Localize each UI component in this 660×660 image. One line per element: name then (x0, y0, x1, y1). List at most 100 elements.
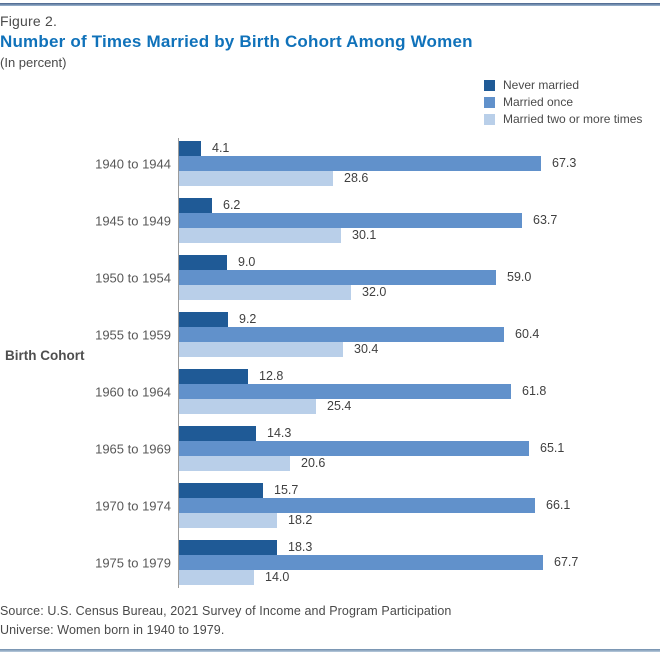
bar-value-label: 32.0 (362, 285, 387, 299)
bar-married-two-or-more-times (179, 456, 290, 471)
bar-married-once (179, 156, 541, 171)
bar-value-label: 67.3 (552, 156, 577, 170)
legend-label: Married once (503, 95, 574, 109)
bar-value-label: 9.0 (238, 255, 256, 269)
bar-groups: 1940 to 1944 4.1 67.3 28.6 1945 to 1949 6.2 63… (95, 141, 578, 597)
bar-row: 20.6 (179, 456, 578, 471)
bar-never-married (179, 255, 227, 270)
bar-married-two-or-more-times (179, 285, 351, 300)
bar-group: 1975 to 1979 18.3 67.7 14.0 (95, 540, 578, 585)
bar-value-label: 65.1 (540, 441, 565, 455)
bar-married-once (179, 270, 496, 285)
bar-group: 1965 to 1969 14.3 65.1 20.6 (95, 426, 578, 471)
bar-married-once (179, 555, 543, 570)
category-label: 1965 to 1969 (95, 441, 171, 456)
bar-never-married (179, 141, 201, 156)
bar-value-label: 30.4 (354, 342, 379, 356)
bar-never-married (179, 426, 256, 441)
bar-group: 1960 to 1964 12.8 61.8 25.4 (95, 369, 578, 414)
category-label: 1950 to 1954 (95, 270, 171, 285)
bar-row: 9.0 (179, 255, 578, 270)
figure-footer: Source: U.S. Census Bureau, 2021 Survey … (0, 604, 451, 642)
bar-group: 1955 to 1959 9.2 60.4 30.4 (95, 312, 578, 357)
bar-group: 1970 to 1974 15.7 66.1 18.2 (95, 483, 578, 528)
bar-row: 66.1 (179, 498, 578, 513)
bar-married-once (179, 498, 535, 513)
category-label: 1970 to 1974 (95, 498, 171, 513)
legend-label: Never married (503, 78, 580, 92)
bar-row: 14.0 (179, 570, 578, 585)
category-label: 1975 to 1979 (95, 555, 171, 570)
bar-row: 18.3 (179, 540, 578, 555)
bar-married-once (179, 327, 504, 342)
bar-value-label: 14.3 (267, 426, 292, 440)
bar-row: 59.0 (179, 270, 578, 285)
bar-married-once (179, 441, 529, 456)
bar-married-two-or-more-times (179, 570, 254, 585)
legend-item-married-two-or-more-times: Married two or more times (484, 112, 643, 126)
bar-row: 4.1 (179, 141, 578, 156)
bar-value-label: 4.1 (212, 141, 230, 155)
source-note: Source: U.S. Census Bureau, 2021 Survey … (0, 604, 452, 618)
bar-value-label: 30.1 (352, 228, 377, 242)
bar-value-label: 6.2 (223, 198, 241, 212)
bar-row: 67.3 (179, 156, 578, 171)
category-label: 1945 to 1949 (95, 213, 171, 228)
legend-swatch-icon (484, 96, 495, 108)
figure-subtitle: (In percent) (0, 55, 67, 70)
bar-value-label: 18.2 (288, 513, 313, 527)
bar-married-two-or-more-times (179, 228, 341, 243)
top-rule (0, 3, 660, 6)
category-axis-line (178, 138, 179, 588)
bar-value-label: 20.6 (301, 456, 326, 470)
bar-row: 28.6 (179, 171, 578, 186)
bar-group: 1940 to 1944 4.1 67.3 28.6 (95, 141, 578, 186)
bar-value-label: 18.3 (288, 540, 313, 554)
category-label: 1940 to 1944 (95, 156, 171, 171)
bar-row: 15.7 (179, 483, 578, 498)
figure-number: Figure 2. (0, 13, 58, 29)
legend-item-married-once: Married once (484, 95, 642, 109)
universe-note: Universe: Women born in 1940 to 1979. (0, 623, 225, 637)
bar-row: 60.4 (179, 327, 578, 342)
bar-value-label: 60.4 (515, 327, 540, 341)
legend-label: Married two or more times (503, 112, 643, 126)
figure-title: Number of Times Married by Birth Cohort … (0, 32, 473, 51)
bar-never-married (179, 369, 248, 384)
bar-row: 63.7 (179, 213, 578, 228)
bar-value-label: 66.1 (546, 498, 571, 512)
bar-row: 30.1 (179, 228, 578, 243)
bar-value-label: 63.7 (533, 213, 558, 227)
bar-row: 61.8 (179, 384, 578, 399)
figure-header: Figure 2. Number of Times Married by Bir… (0, 13, 473, 70)
bar-group: 1950 to 1954 9.0 59.0 32.0 (95, 255, 578, 300)
bar-row: 30.4 (179, 342, 578, 357)
bar-never-married (179, 312, 228, 327)
bar-row: 32.0 (179, 285, 578, 300)
bar-group: 1945 to 1949 6.2 63.7 30.1 (95, 198, 578, 243)
bar-value-label: 25.4 (327, 399, 352, 413)
bar-married-two-or-more-times (179, 171, 333, 186)
bar-value-label: 28.6 (344, 171, 369, 185)
bar-value-label: 61.8 (522, 384, 547, 398)
bar-value-label: 67.7 (554, 555, 579, 569)
category-label: 1955 to 1959 (95, 327, 171, 342)
category-label: 1960 to 1964 (95, 384, 171, 399)
legend-item-never-married: Never married (484, 78, 642, 92)
bottom-rule (0, 649, 660, 652)
bar-value-label: 15.7 (274, 483, 299, 497)
bar-married-two-or-more-times (179, 399, 316, 414)
bar-never-married (179, 198, 212, 213)
bar-row: 67.7 (179, 555, 578, 570)
bar-value-label: 12.8 (259, 369, 284, 383)
bar-married-once (179, 213, 522, 228)
bar-never-married (179, 483, 263, 498)
bar-row: 18.2 (179, 513, 578, 528)
bar-row: 65.1 (179, 441, 578, 456)
bar-row: 14.3 (179, 426, 578, 441)
bar-married-two-or-more-times (179, 342, 343, 357)
bar-never-married (179, 540, 277, 555)
bar-married-two-or-more-times (179, 513, 277, 528)
bar-chart: Birth Cohort 1940 to 1944 4.1 67.3 28.6 1945… (0, 138, 660, 590)
